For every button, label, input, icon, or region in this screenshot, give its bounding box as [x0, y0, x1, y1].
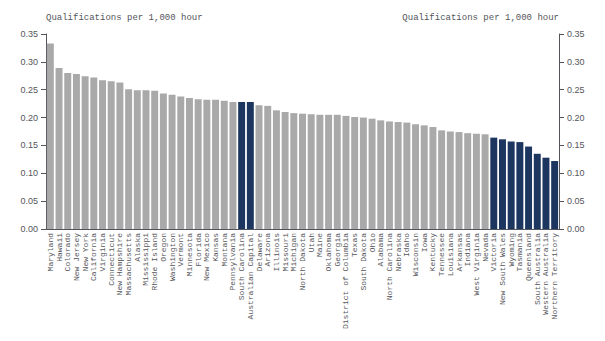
svg-text:Iowa: Iowa	[420, 233, 429, 252]
svg-text:Rhode Island: Rhode Island	[150, 233, 159, 291]
svg-text:Arizona: Arizona	[263, 233, 272, 267]
svg-text:Pennsylvania: Pennsylvania	[228, 233, 237, 291]
svg-text:South Dakota: South Dakota	[359, 233, 368, 291]
svg-text:Georgia: Georgia	[333, 233, 342, 267]
svg-text:Nebraska: Nebraska	[394, 233, 403, 272]
svg-text:Western Australia: Western Australia	[541, 233, 550, 315]
svg-text:Virginia: Virginia	[98, 233, 107, 272]
svg-text:Wyoming: Wyoming	[507, 233, 516, 267]
svg-text:Maryland: Maryland	[46, 233, 55, 272]
svg-text:0.20: 0.20	[20, 113, 38, 123]
svg-text:North Dakota: North Dakota	[298, 233, 307, 291]
svg-text:District of Columbia: District of Columbia	[341, 233, 350, 329]
svg-text:Mississippi: Mississippi	[141, 233, 150, 286]
svg-text:West Virginia: West Virginia	[472, 233, 481, 296]
svg-text:New South Wales: New South Wales	[498, 233, 507, 305]
svg-text:New Hampshire: New Hampshire	[115, 233, 124, 296]
svg-text:Utah: Utah	[307, 233, 316, 252]
svg-text:Indiana: Indiana	[463, 233, 472, 267]
svg-text:New Mexico: New Mexico	[202, 233, 211, 281]
svg-text:Wisconsin: Wisconsin	[411, 233, 420, 276]
svg-text:Nevada: Nevada	[481, 233, 490, 262]
svg-text:0.15: 0.15	[20, 140, 38, 150]
svg-text:Alabama: Alabama	[376, 233, 385, 267]
svg-text:Kansas: Kansas	[211, 233, 220, 262]
svg-text:0.10: 0.10	[567, 168, 585, 178]
svg-text:Delaware: Delaware	[255, 233, 264, 272]
svg-text:Idaho: Idaho	[402, 233, 411, 257]
svg-text:0.00: 0.00	[20, 224, 38, 234]
svg-text:0.15: 0.15	[567, 140, 585, 150]
svg-text:Maine: Maine	[315, 233, 324, 257]
svg-text:0.05: 0.05	[567, 196, 585, 206]
svg-text:Illinois: Illinois	[272, 233, 281, 272]
svg-text:0.35: 0.35	[20, 29, 38, 39]
svg-text:0.10: 0.10	[20, 168, 38, 178]
svg-text:0.30: 0.30	[567, 57, 585, 67]
svg-text:Alaska: Alaska	[133, 233, 142, 262]
svg-text:Colorado: Colorado	[63, 233, 72, 272]
svg-text:South Carolina: South Carolina	[237, 233, 246, 300]
svg-text:Ohio: Ohio	[368, 233, 377, 252]
svg-text:0.25: 0.25	[20, 85, 38, 95]
svg-text:Tennessee: Tennessee	[437, 233, 446, 276]
svg-text:Florida: Florida	[194, 233, 203, 267]
svg-text:Massachusetts: Massachusetts	[124, 233, 133, 296]
svg-text:0.30: 0.30	[20, 57, 38, 67]
svg-text:Texas: Texas	[350, 233, 359, 257]
svg-text:California: California	[89, 233, 98, 281]
svg-text:Queensland: Queensland	[524, 233, 533, 281]
svg-text:Michigan: Michigan	[289, 233, 298, 272]
svg-text:Missouri: Missouri	[281, 233, 290, 272]
svg-text:0.25: 0.25	[567, 85, 585, 95]
svg-text:Oregon: Oregon	[159, 233, 168, 262]
svg-text:Vermont: Vermont	[176, 233, 185, 267]
svg-text:Victoria: Victoria	[489, 233, 498, 272]
svg-text:0.00: 0.00	[567, 224, 585, 234]
svg-text:New York: New York	[81, 233, 90, 272]
svg-text:Oklahoma: Oklahoma	[324, 233, 333, 272]
svg-text:Louisiana: Louisiana	[446, 233, 455, 276]
svg-text:0.20: 0.20	[567, 113, 585, 123]
svg-text:Connecticut: Connecticut	[107, 233, 116, 286]
svg-text:New Jersey: New Jersey	[72, 233, 81, 281]
svg-text:Kentucky: Kentucky	[428, 233, 437, 272]
svg-text:Qualifications per 1,000 hour: Qualifications per 1,000 hour	[46, 13, 203, 23]
svg-text:South Australia: South Australia	[533, 233, 542, 305]
svg-text:Washington: Washington	[168, 233, 177, 281]
svg-text:Hawaii: Hawaii	[55, 233, 64, 262]
svg-text:Arkansas: Arkansas	[455, 233, 464, 272]
svg-text:Minnesota: Minnesota	[185, 233, 194, 276]
svg-text:North Carolina: North Carolina	[385, 233, 394, 300]
svg-text:Tasmania: Tasmania	[515, 233, 524, 272]
svg-text:Australian Capital: Australian Capital	[246, 233, 255, 320]
svg-text:0.05: 0.05	[20, 196, 38, 206]
svg-text:Montana: Montana	[220, 233, 229, 267]
svg-text:0.35: 0.35	[567, 29, 585, 39]
svg-text:Northern Territory: Northern Territory	[550, 233, 559, 320]
svg-text:Qualifications per 1,000 hour: Qualifications per 1,000 hour	[402, 13, 559, 23]
